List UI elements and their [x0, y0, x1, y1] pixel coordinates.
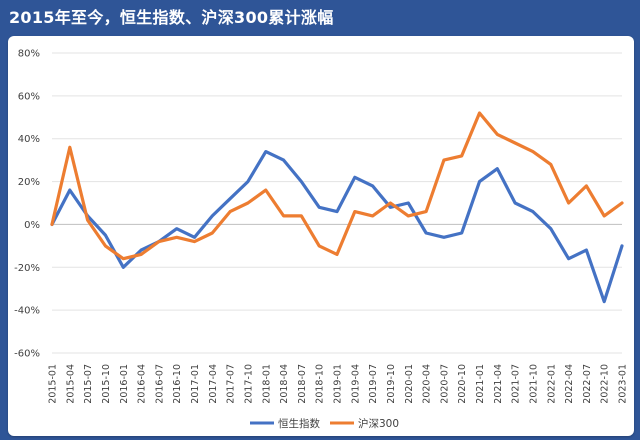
x-tick-label: 2021-10 — [528, 364, 539, 404]
y-tick-label: -40% — [14, 306, 40, 317]
x-tick-label: 2018-10 — [315, 364, 326, 404]
y-tick-label: 0% — [24, 220, 40, 231]
x-tick-label: 2022-04 — [564, 364, 575, 404]
x-tick-label: 2019-10 — [386, 364, 397, 404]
x-tick-label: 2018-07 — [297, 364, 308, 404]
x-tick-label: 2017-04 — [208, 364, 219, 404]
x-tick-label: 2021-04 — [493, 364, 504, 404]
x-tick-label: 2019-01 — [333, 364, 344, 404]
x-tick-label: 2021-07 — [511, 364, 522, 404]
x-tick-label: 2017-01 — [190, 364, 201, 404]
x-tick-label: 2018-01 — [261, 364, 272, 404]
legend-label: 恒生指数 — [278, 417, 320, 430]
x-tick-label: 2016-10 — [172, 364, 183, 404]
x-tick-label: 2019-04 — [350, 364, 361, 404]
x-tick-label: 2018-04 — [279, 364, 290, 404]
x-tick-label: 2017-10 — [243, 364, 254, 404]
y-tick-label: 40% — [18, 134, 40, 145]
x-tick-label: 2015-04 — [65, 364, 76, 404]
x-tick-label: 2022-07 — [582, 364, 593, 404]
chart-panel — [8, 36, 634, 436]
x-tick-label: 2022-01 — [546, 364, 557, 404]
series-line-csi300 — [50, 111, 624, 261]
y-tick-label: -60% — [14, 349, 40, 360]
x-tick-label: 2020-04 — [422, 364, 433, 404]
x-tick-label: 2021-01 — [475, 364, 486, 404]
x-tick-label: 2019-07 — [368, 364, 379, 404]
y-tick-label: 80% — [18, 49, 40, 60]
x-tick-label: 2016-07 — [154, 364, 165, 404]
y-tick-label: 60% — [18, 91, 40, 102]
x-tick-label: 2015-01 — [48, 364, 59, 404]
x-tick-label: 2023-01 — [618, 364, 629, 404]
x-tick-label: 2020-07 — [439, 364, 450, 404]
x-tick-label: 2020-01 — [404, 364, 415, 404]
x-tick-label: 2016-04 — [137, 364, 148, 404]
x-tick-label: 2015-07 — [83, 364, 94, 404]
y-tick-label: 20% — [18, 177, 40, 188]
x-tick-label: 2022-10 — [600, 364, 611, 404]
series-line-hsi — [50, 150, 624, 304]
chart-title: 2015年至今，恒生指数、沪深300累计涨幅 — [9, 8, 334, 27]
y-tick-label: -20% — [14, 263, 40, 274]
x-tick-label: 2015-10 — [101, 364, 112, 404]
x-tick-label: 2020-10 — [457, 364, 468, 404]
x-tick-label: 2016-01 — [119, 364, 130, 404]
x-tick-label: 2017-07 — [226, 364, 237, 404]
legend-label: 沪深300 — [358, 417, 399, 430]
